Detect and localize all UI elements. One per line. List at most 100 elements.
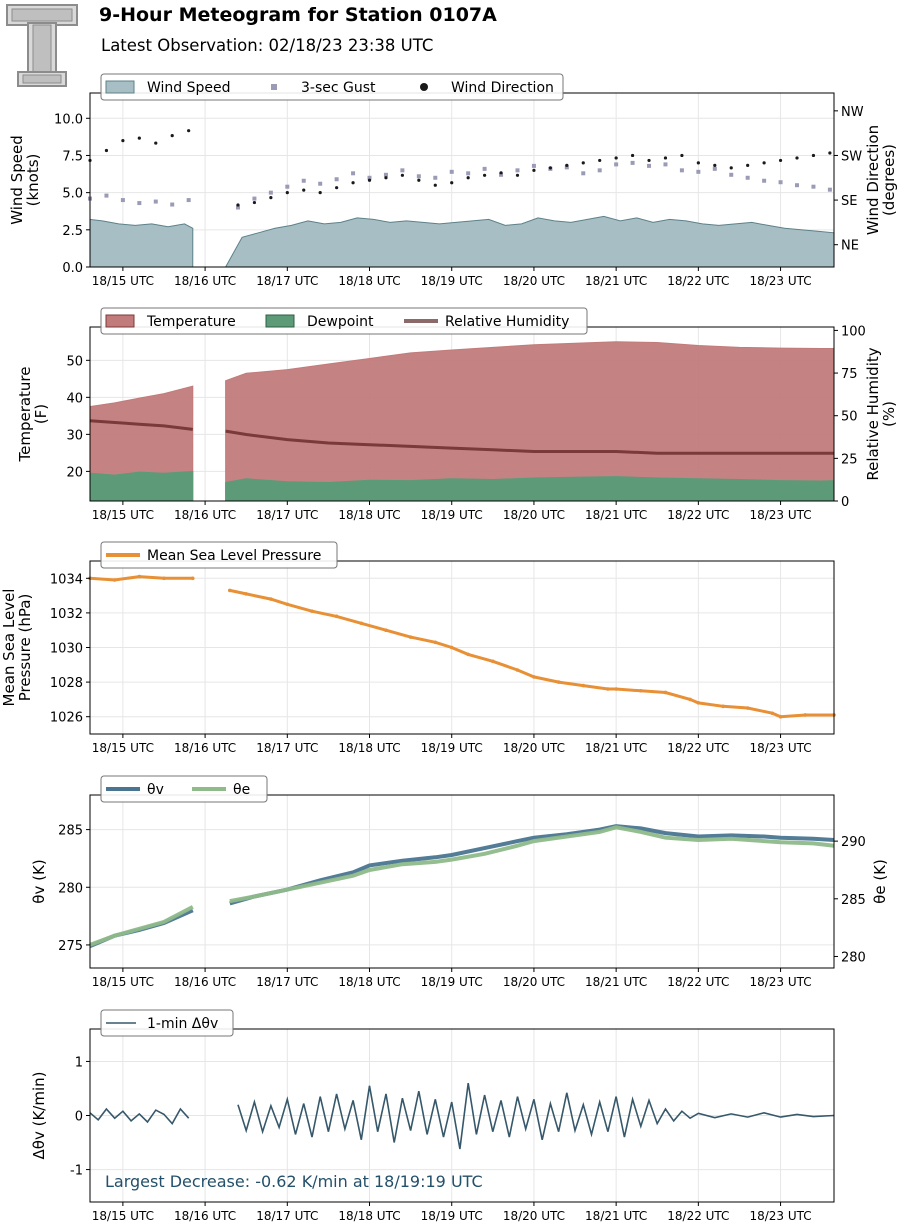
x-tick-label: 18/22 UTC [667,508,729,522]
wind-direction-point [811,153,816,158]
wind-direction-point [828,151,832,155]
x-tick-label: 18/18 UTC [338,741,400,755]
x-tick-label: 18/17 UTC [256,975,318,989]
wind-direction-point [778,158,783,163]
right-y-tick-label: 75 [841,367,858,382]
wind-direction-point [170,134,174,138]
university-logo-icon [6,4,78,87]
y-tick-label: 280 [58,881,83,896]
x-tick-label: 18/21 UTC [585,508,647,522]
gust-point [120,198,125,203]
right-y-axis-label: Relative Humidity(%) [864,347,898,480]
x-tick-label: 18/23 UTC [749,975,811,989]
y-tick-label: 0.0 [62,261,83,276]
gust-point [334,177,339,182]
wind-direction-point [236,203,240,207]
gust-point [597,168,602,173]
x-tick-label: 18/20 UTC [503,1209,565,1223]
theta-v-line [229,824,835,906]
wind-direction-point [515,173,520,177]
x-tick-label: 18/16 UTC [174,274,236,288]
y-axis-label: Temperature(F) [16,366,50,462]
x-tick-label: 18/15 UTC [92,1209,154,1223]
wind-direction-point [532,168,536,172]
gust-point [827,187,832,192]
gust-point [614,162,619,167]
x-tick-label: 18/18 UTC [338,274,400,288]
page-subtitle: Latest Observation: 02/18/23 23:38 UTC [101,36,434,55]
y-tick-label: 20 [66,465,83,480]
x-tick-label: 18/16 UTC [174,1209,236,1223]
y-axis-label-line: (F) [32,404,50,424]
right-y-axis-label: Wind Direction(degrees) [864,125,898,235]
x-tick-label: 18/23 UTC [749,508,811,522]
x-tick-label: 18/19 UTC [421,274,483,288]
gust-point [285,184,290,189]
x-tick-label: 18/22 UTC [667,975,729,989]
x-tick-label: 18/18 UTC [338,1209,400,1223]
x-tick-label: 18/15 UTC [92,508,154,522]
gust-point [745,175,750,180]
legend-box [100,73,564,101]
gust-point [482,166,487,171]
legend-label: Mean Sea Level Pressure [147,548,321,564]
gust-point [647,163,652,168]
x-tick-label: 18/23 UTC [749,741,811,755]
theta-e-line [229,825,835,904]
legend-label: 3-sec Gust [301,80,376,96]
y-tick-label: 40 [66,391,83,406]
gust-point [186,198,191,203]
wind-direction-point [713,163,717,167]
x-tick-label: 18/20 UTC [503,274,565,288]
mslp-line [229,588,834,719]
gust-point [104,193,109,198]
x-tick-label: 18/19 UTC [421,1209,483,1223]
wind-direction-point [466,176,470,180]
gust-point [318,181,323,186]
wind-direction-point [450,181,454,185]
y-tick-label: 1028 [50,676,83,691]
legend-label: θe [233,782,250,798]
y-axis-label: Wind Speed(knots) [8,135,42,225]
gust-point [679,168,684,173]
right-y-axis-label-line: Wind Direction [864,125,882,235]
y-tick-label: 1034 [50,572,83,587]
legend-label: θv [147,782,164,798]
right-y-tick-label: 50 [841,410,858,425]
y-axis-label-line: (knots) [24,154,42,207]
y-tick-label: 275 [58,939,83,954]
x-tick-label: 18/20 UTC [503,975,565,989]
y-axis-label-line: Δθv (K/min) [30,1072,48,1160]
wind-direction-point [565,163,569,167]
legend-box [100,541,338,569]
theta-e-line [89,905,194,947]
right-y-tick-label: 100 [841,324,866,339]
x-tick-label: 18/23 UTC [749,274,811,288]
gust-point [137,201,142,206]
wind-direction-point [746,163,750,167]
x-tick-label: 18/17 UTC [256,274,318,288]
wind-direction-point [400,173,404,177]
wind-direction-point [614,156,618,160]
wind-direction-point [499,171,503,175]
wind-direction-point [630,153,635,158]
y-axis-label-line: Mean Sea Level [0,589,18,707]
gust-point [762,178,767,183]
y-tick-label: 1 [75,1055,83,1070]
wind-direction-point [663,156,668,160]
x-tick-label: 18/15 UTC [92,274,154,288]
y-axis-label-line: Temperature [16,366,34,462]
wind-direction-point [384,176,388,180]
gust-point [515,168,520,173]
right-y-axis-label-line: θe (K) [871,859,889,904]
legend-label: Relative Humidity [445,314,569,330]
wind-direction-point [598,158,602,163]
wind-direction-point [121,138,125,143]
wind-direction-point [647,158,651,163]
gust-point [367,175,372,180]
right-y-axis-label: θe (K) [871,859,889,904]
x-tick-label: 18/18 UTC [338,508,400,522]
x-tick-label: 18/15 UTC [92,975,154,989]
gust-point [696,169,701,174]
wind-direction-point [795,156,799,160]
